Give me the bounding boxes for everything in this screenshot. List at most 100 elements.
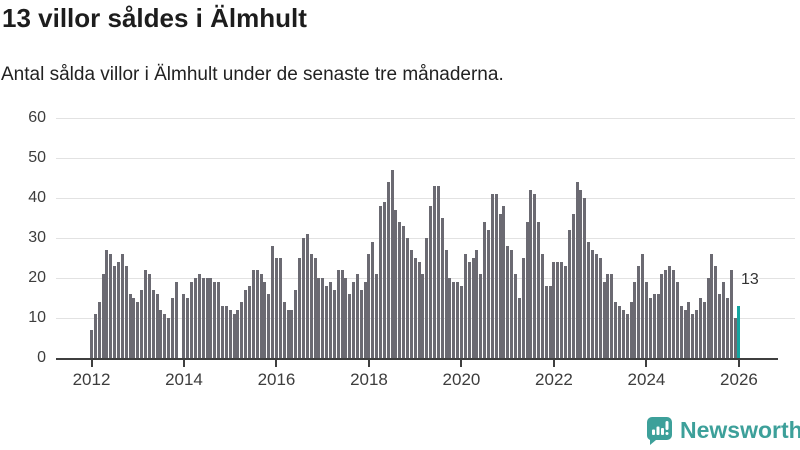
y-axis-label: 10: [28, 309, 46, 326]
bar: [128, 294, 132, 358]
bar: [571, 214, 575, 358]
bar: [382, 202, 386, 358]
bar: [263, 282, 267, 358]
bar: [587, 242, 591, 358]
bar: [436, 186, 440, 358]
bar: [298, 258, 302, 358]
bar: [236, 310, 240, 358]
bar: [348, 294, 352, 358]
bar: [660, 274, 664, 358]
bar: [402, 226, 406, 358]
bar: [305, 234, 309, 358]
bar: [560, 262, 564, 358]
bar: [698, 298, 702, 358]
bar: [683, 310, 687, 358]
bar: [386, 182, 390, 358]
bar: [714, 266, 718, 358]
bar: [359, 290, 363, 358]
bar: [525, 222, 529, 358]
bar: [521, 258, 525, 358]
x-axis-line: [56, 357, 778, 360]
bar: [537, 222, 541, 358]
bar: [132, 298, 136, 358]
page-title: 13 villor såldes i Älmhult: [2, 3, 307, 33]
bar: [109, 254, 113, 358]
bar: [143, 270, 147, 358]
bar: [725, 298, 729, 358]
bar: [594, 254, 598, 358]
bar: [240, 302, 244, 358]
bar: [579, 190, 583, 358]
bar: [328, 282, 332, 358]
x-axis-tick: [182, 359, 185, 367]
bar: [194, 278, 198, 358]
bar: [244, 290, 248, 358]
bar: [567, 230, 571, 358]
bar: [286, 310, 290, 358]
bar: [201, 278, 205, 358]
bar: [248, 286, 251, 358]
bar: [409, 250, 413, 358]
x-axis-label: 2016: [257, 370, 296, 389]
bar: [151, 290, 155, 358]
bar: [664, 270, 668, 358]
bar: [614, 302, 618, 358]
bar: [644, 282, 648, 358]
x-axis-label: 2018: [350, 370, 388, 389]
bar: [425, 238, 429, 358]
bar: [340, 270, 344, 358]
bar: [309, 254, 313, 358]
bar: [394, 210, 398, 358]
bar: [363, 282, 367, 358]
x-axis-label: 2012: [72, 370, 111, 389]
bar: [113, 266, 117, 358]
bar: [429, 206, 433, 358]
bar: [695, 310, 699, 358]
bar: [544, 286, 548, 358]
bar: [733, 318, 737, 358]
bar: [471, 258, 475, 358]
bar: [167, 318, 171, 358]
bar: [556, 262, 560, 358]
y-axis-label: 40: [28, 189, 46, 206]
bar: [228, 310, 232, 358]
bar: [105, 250, 109, 358]
bar: [336, 270, 340, 358]
bar: [433, 186, 436, 358]
bar: [232, 314, 236, 358]
bar: [325, 286, 329, 358]
bar: [174, 282, 178, 358]
bar: [101, 274, 105, 358]
bar: [617, 306, 621, 358]
y-axis-label: 0: [37, 349, 46, 366]
bar: [375, 274, 379, 358]
bar: [440, 218, 444, 358]
bar: [197, 274, 201, 358]
bar: [221, 306, 225, 358]
bar: [648, 298, 652, 358]
bar: [120, 254, 124, 358]
newsworthy-branding: Newsworthy: [646, 416, 800, 445]
bar: [679, 306, 683, 358]
bar: [483, 222, 487, 358]
bar: [371, 242, 375, 358]
bar: [598, 258, 602, 358]
bar: [444, 250, 448, 358]
y-axis-label: 60: [28, 109, 46, 126]
bar: [124, 266, 128, 358]
bar: [90, 330, 93, 358]
bar: [718, 294, 722, 358]
bar: [513, 274, 517, 358]
bar: [417, 262, 421, 358]
x-axis-tick: [552, 359, 555, 367]
bar: [116, 262, 120, 358]
bar: [321, 278, 325, 358]
newsworthy-wordmark: Newsworthy: [680, 417, 800, 443]
bar: [367, 254, 371, 358]
bar: [159, 310, 163, 358]
bar: [702, 302, 706, 358]
bar: [722, 282, 726, 358]
newsworthy-logo-icon: [647, 417, 672, 445]
bar: [352, 282, 356, 358]
